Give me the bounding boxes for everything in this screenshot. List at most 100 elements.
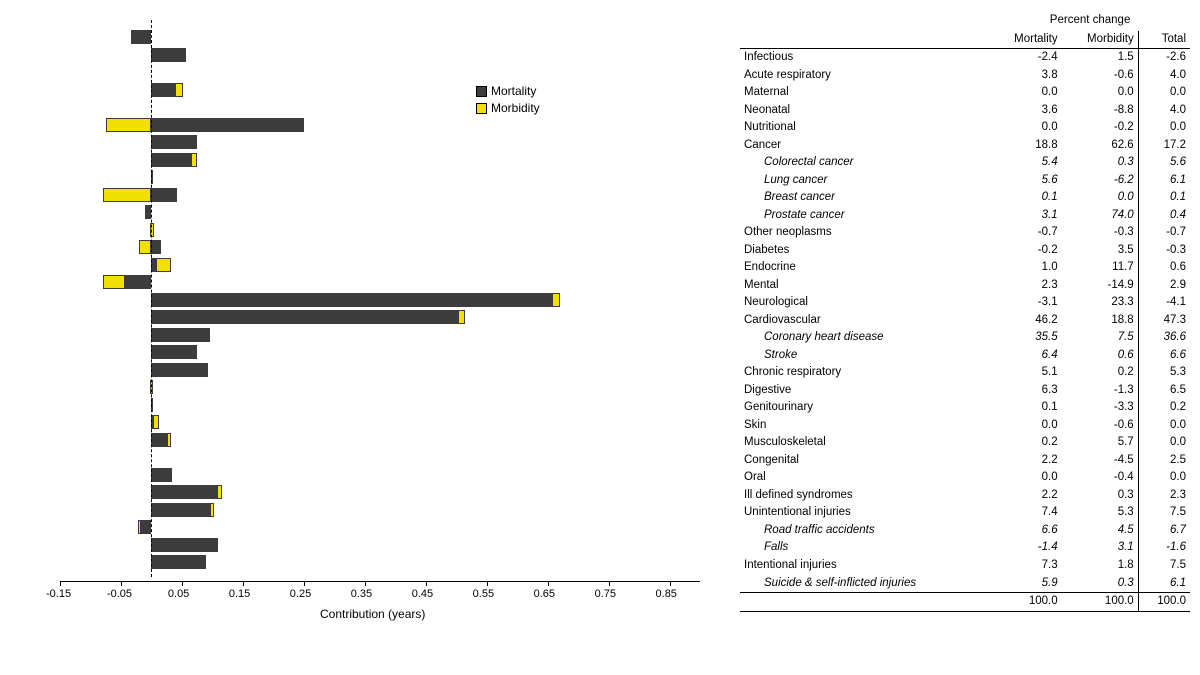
row-total: 4.0 [1138, 102, 1190, 120]
bar-stroke [60, 328, 700, 342]
bar-acute-resp-mortality [151, 48, 185, 62]
bar-mental-morbidity [156, 258, 171, 272]
table-row: Genitourinary0.1-3.30.2 [740, 399, 1190, 417]
row-mortality: 3.1 [990, 207, 1061, 225]
bar-falls [60, 520, 700, 534]
row-mortality: 0.0 [990, 469, 1061, 487]
bar-digestive-morbidity [206, 363, 208, 377]
row-mortality: 5.6 [990, 172, 1061, 190]
row-mortality: 6.4 [990, 347, 1061, 365]
table-row: Cardiovascular46.218.847.3 [740, 312, 1190, 330]
row-morbidity: 0.0 [1062, 189, 1139, 207]
x-tick-label: 0.15 [229, 588, 250, 600]
row-total: 0.0 [1138, 119, 1190, 137]
table-header-spanner: Percent change [990, 12, 1190, 30]
table-footer-row: 100.0 100.0 100.0 [740, 593, 1190, 612]
bar-colorectal [60, 135, 700, 149]
bar-colorectal-morbidity [195, 135, 197, 149]
x-tick-mark [304, 581, 305, 586]
bar-lung-morbidity [191, 153, 197, 167]
bar-infectious-mortality [131, 30, 152, 44]
row-name: Colorectal cancer [740, 154, 990, 172]
row-mortality: 2.3 [990, 277, 1061, 295]
table-row: Suicide & self-inflicted injuries5.90.36… [740, 575, 1190, 593]
table-row: Stroke6.40.66.6 [740, 347, 1190, 365]
row-total: -4.1 [1138, 294, 1190, 312]
row-morbidity: 0.3 [1062, 154, 1139, 172]
row-morbidity: -0.3 [1062, 224, 1139, 242]
row-name: Road traffic accidents [740, 522, 990, 540]
table-row: Musculoskeletal0.25.70.0 [740, 434, 1190, 452]
row-mortality: 0.0 [990, 417, 1061, 435]
chart-plot-area: -0.15-0.050.050.150.250.350.450.550.650.… [60, 20, 700, 610]
row-morbidity: 1.5 [1062, 49, 1139, 67]
chart-legend: Mortality Morbidity [476, 84, 540, 118]
row-morbidity: 74.0 [1062, 207, 1139, 225]
chart-bars [60, 20, 700, 610]
row-name: Maternal [740, 84, 990, 102]
bar-ill-defined-morbidity [170, 468, 172, 482]
bar-cancer [60, 118, 700, 132]
bar-congenital [60, 433, 700, 447]
x-tick-label: -0.15 [46, 588, 71, 600]
row-mortality: 0.2 [990, 434, 1061, 452]
row-name: Suicide & self-inflicted injuries [740, 575, 990, 593]
x-tick-mark [609, 581, 610, 586]
bar-other-neo [60, 205, 700, 219]
row-total: 6.7 [1138, 522, 1190, 540]
table-row: Skin0.0-0.60.0 [740, 417, 1190, 435]
row-morbidity: 0.0 [1062, 84, 1139, 102]
x-tick-mark [182, 581, 183, 586]
row-total: 0.1 [1138, 189, 1190, 207]
bar-stroke-morbidity [208, 328, 210, 342]
row-name: Nutritional [740, 119, 990, 137]
bar-unintentional-morbidity [217, 485, 222, 499]
table-col-total: Total [1138, 30, 1190, 49]
row-total: 0.2 [1138, 399, 1190, 417]
bar-other-neo-morbidity [145, 205, 147, 219]
row-morbidity: 0.3 [1062, 487, 1139, 505]
x-tick-label: 0.85 [656, 588, 677, 600]
x-axis-line [60, 581, 700, 582]
x-tick-label: 0.45 [412, 588, 433, 600]
row-total: 2.5 [1138, 452, 1190, 470]
row-morbidity: 4.5 [1062, 522, 1139, 540]
bar-digestive [60, 363, 700, 377]
bar-unintentional-mortality [151, 485, 217, 499]
bar-lung [60, 153, 700, 167]
row-name: Chronic respiratory [740, 364, 990, 382]
row-name: Other neoplasms [740, 224, 990, 242]
table-panel: Percent change Mortality Morbidity Total… [740, 0, 1200, 675]
row-name: Diabetes [740, 242, 990, 260]
table-row: Digestive6.3-1.36.5 [740, 382, 1190, 400]
table-row: Acute respiratory3.8-0.64.0 [740, 67, 1190, 85]
x-tick-mark [243, 581, 244, 586]
x-tick-mark [365, 581, 366, 586]
table-row: Breast cancer0.10.00.1 [740, 189, 1190, 207]
row-mortality: -3.1 [990, 294, 1061, 312]
row-total: 0.0 [1138, 84, 1190, 102]
bar-neurological-mortality [125, 275, 151, 289]
bar-colorectal-mortality [151, 135, 195, 149]
bar-digestive-mortality [151, 363, 207, 377]
table-row: Mental2.3-14.92.9 [740, 277, 1190, 295]
bar-genitourinary [60, 380, 700, 394]
figure-wrapper: -0.15-0.050.050.150.250.350.450.550.650.… [0, 0, 1200, 675]
table-row: Diabetes-0.23.5-0.3 [740, 242, 1190, 260]
row-mortality: 3.6 [990, 102, 1061, 120]
row-mortality: 0.1 [990, 189, 1061, 207]
bar-intentional-morbidity [216, 538, 218, 552]
legend-label-mortality: Mortality [491, 84, 536, 98]
row-mortality: 0.1 [990, 399, 1061, 417]
table-row: Chronic respiratory5.10.25.3 [740, 364, 1190, 382]
bar-neonatal-morbidity [175, 83, 184, 97]
row-total: 2.3 [1138, 487, 1190, 505]
bar-neurological [60, 275, 700, 289]
row-name: Breast cancer [740, 189, 990, 207]
bar-rta-morbidity [210, 503, 214, 517]
row-total: 6.1 [1138, 575, 1190, 593]
row-mortality: 18.8 [990, 137, 1061, 155]
row-mortality: 3.8 [990, 67, 1061, 85]
bar-intentional-mortality [151, 538, 216, 552]
row-name: Skin [740, 417, 990, 435]
